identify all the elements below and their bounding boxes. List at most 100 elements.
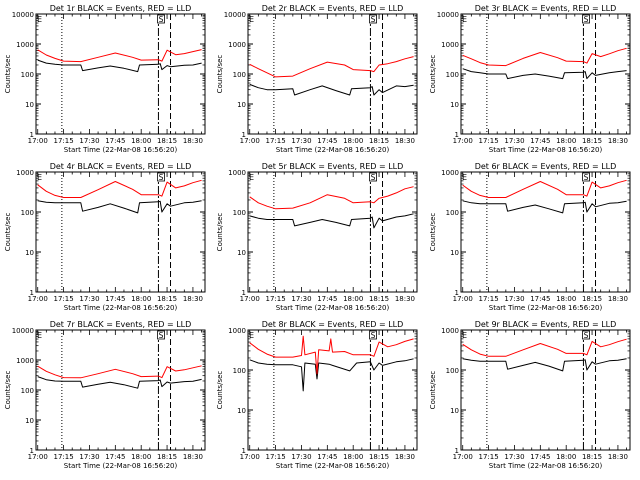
plot-frame (35, 329, 206, 451)
x-axis-label: Start Time (22-Mar-08 16:56:20) (489, 462, 603, 470)
series-line-lld (249, 56, 414, 78)
y-tick-label: 1000 (441, 41, 459, 49)
marker-box (157, 172, 165, 182)
series-line-events (37, 376, 202, 389)
x-axis-label: Start Time (22-Mar-08 16:56:20) (64, 146, 178, 154)
x-tick-label: 17:45 (530, 295, 550, 303)
y-tick-label: 1 (30, 289, 34, 297)
x-axis-label: Start Time (22-Mar-08 16:56:20) (489, 304, 603, 312)
y-tick-label: 1 (455, 447, 459, 455)
x-tick-label: 18:15 (582, 137, 602, 145)
series-line-lld (37, 179, 202, 198)
x-tick-label: 18:30 (395, 295, 415, 303)
x-axis-label: Start Time (22-Mar-08 16:56:20) (276, 462, 390, 470)
x-tick-label: 18:00 (343, 137, 363, 145)
x-tick-label: 18:00 (131, 137, 151, 145)
marker-label-s: S (159, 331, 164, 340)
chart-panel-7: Det 7r BLACK = Events, RED = LLD 1 10 100 10… (4, 320, 206, 470)
marker-box (157, 14, 165, 24)
chart-title: Det 9r BLACK = Events, RED = LLD (475, 320, 617, 329)
y-tick-label: 1 (242, 289, 246, 297)
series-line-lld (37, 49, 202, 63)
chart-panel-1: Det 1r BLACK = Events, RED = LLD 1 10 100 10… (4, 4, 206, 154)
chart-panel-5: Det 5r BLACK = Events, RED = LLD 1 10 100 10… (216, 162, 418, 312)
x-tick-label: 17:00 (28, 295, 48, 303)
y-tick-label: 10000 (224, 11, 246, 19)
plot-frame (35, 13, 206, 135)
x-tick-label: 17:30 (79, 137, 99, 145)
x-tick-label: 18:30 (395, 137, 415, 145)
series-line-lld (462, 47, 627, 67)
plot-frame (460, 329, 631, 451)
x-tick-label: 18:30 (395, 453, 415, 461)
series-line-lld (462, 338, 627, 357)
y-tick-label: 10 (237, 249, 246, 257)
marker-label-e: E (37, 15, 42, 24)
x-tick-label: 17:00 (453, 453, 473, 461)
chart-panel-9: Det 9r BLACK = Events, RED = LLD 1 10 100 10… (429, 320, 631, 470)
chart-title: Det 8r BLACK = Events, RED = LLD (262, 320, 404, 329)
x-tick-label: 17:45 (317, 453, 337, 461)
series-line-lld (462, 179, 627, 198)
x-tick-label: 17:45 (105, 453, 125, 461)
x-axis-label: Start Time (22-Mar-08 16:56:20) (276, 146, 390, 154)
y-axis-label: Counts/sec (216, 371, 224, 410)
chart-title: Det 7r BLACK = Events, RED = LLD (50, 320, 192, 329)
y-tick-label: 1 (455, 289, 459, 297)
x-axis-label: Start Time (22-Mar-08 16:56:20) (489, 146, 603, 154)
series-line-events (37, 200, 202, 214)
y-axis-label: Counts/sec (429, 55, 437, 94)
x-tick-label: 17:15 (265, 295, 285, 303)
marker-label-e: E (249, 15, 254, 24)
x-tick-label: 17:45 (530, 453, 550, 461)
x-tick-label: 17:00 (240, 453, 260, 461)
x-tick-label: 17:15 (53, 295, 73, 303)
series-line-events (249, 358, 414, 392)
x-tick-label: 18:00 (556, 137, 576, 145)
x-tick-label: 18:15 (369, 295, 389, 303)
y-tick-label: 10 (25, 417, 34, 425)
y-tick-label: 10 (450, 101, 459, 109)
x-tick-label: 17:45 (530, 137, 550, 145)
x-tick-label: 17:30 (79, 295, 99, 303)
y-tick-label: 100 (233, 367, 246, 375)
x-tick-label: 17:00 (453, 295, 473, 303)
chart-title: Det 5r BLACK = Events, RED = LLD (262, 162, 404, 171)
y-tick-label: 10000 (12, 327, 34, 335)
x-tick-label: 18:30 (183, 295, 203, 303)
marker-label-s: S (159, 15, 164, 24)
x-tick-label: 18:30 (183, 137, 203, 145)
marker-label-s: S (371, 15, 376, 24)
y-axis-label: Counts/sec (4, 371, 12, 410)
x-tick-label: 18:30 (608, 137, 628, 145)
x-tick-label: 17:15 (53, 137, 73, 145)
x-tick-label: 17:00 (240, 137, 260, 145)
y-tick-label: 10000 (12, 11, 34, 19)
plot-frame (247, 329, 418, 451)
x-axis-label: Start Time (22-Mar-08 16:56:20) (64, 304, 178, 312)
x-tick-label: 17:30 (504, 295, 524, 303)
y-tick-label: 1 (455, 131, 459, 139)
y-tick-label: 10 (450, 407, 459, 415)
x-tick-label: 17:15 (265, 137, 285, 145)
y-tick-label: 10 (237, 407, 246, 415)
y-tick-label: 1000 (441, 169, 459, 177)
y-tick-label: 1 (242, 447, 246, 455)
x-tick-label: 17:30 (504, 453, 524, 461)
series-line-events (249, 83, 414, 96)
x-tick-label: 17:30 (79, 453, 99, 461)
chart-panel-2: Det 2r BLACK = Events, RED = LLD 1 10 100 10… (216, 4, 418, 154)
y-axis-label: Counts/sec (429, 213, 437, 252)
x-tick-label: 17:00 (240, 295, 260, 303)
x-tick-label: 17:30 (291, 137, 311, 145)
x-tick-label: 17:45 (317, 295, 337, 303)
y-tick-label: 10000 (437, 11, 459, 19)
x-tick-label: 17:30 (504, 137, 524, 145)
chart-panel-8: Det 8r BLACK = Events, RED = LLD 1 10 100 10… (216, 320, 418, 470)
y-axis-label: Counts/sec (216, 213, 224, 252)
x-tick-label: 18:00 (343, 295, 363, 303)
x-tick-label: 18:00 (343, 453, 363, 461)
x-tick-label: 18:00 (131, 295, 151, 303)
chart-title: Det 4r BLACK = Events, RED = LLD (50, 162, 192, 171)
